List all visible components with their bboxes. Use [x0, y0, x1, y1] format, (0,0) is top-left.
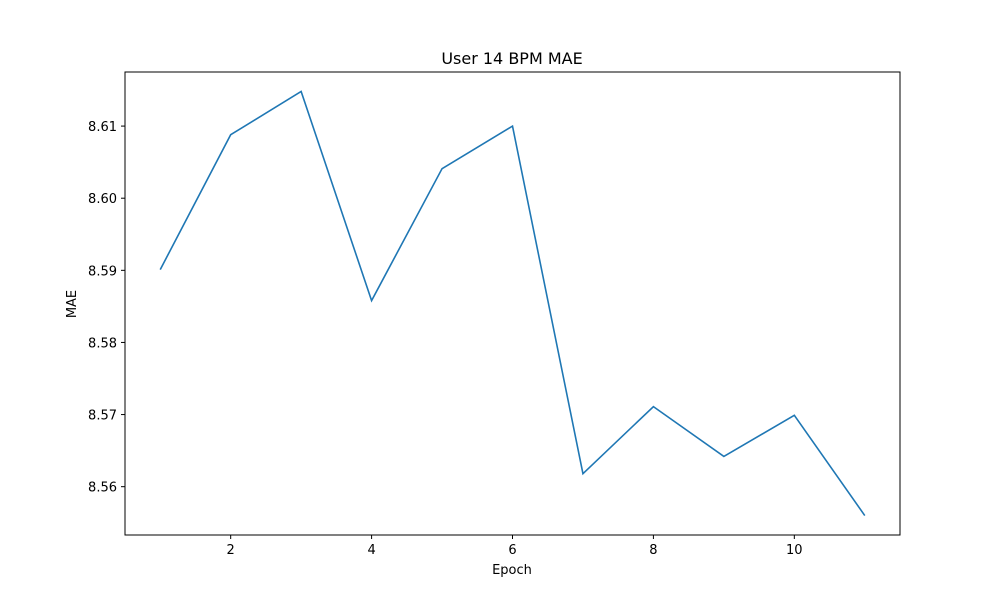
x-tick-label: 2: [227, 543, 235, 558]
y-tick-label: 8.57: [88, 409, 117, 424]
y-tick-label: 8.58: [88, 336, 117, 351]
y-axis-label: MAE: [65, 290, 80, 318]
y-tick-label: 8.61: [88, 120, 117, 135]
x-tick-label: 4: [367, 543, 375, 558]
x-axis: 2 4 6 8 10: [227, 535, 803, 558]
plot-frame: [124, 71, 901, 536]
x-tick-label: 10: [786, 543, 803, 558]
x-tick-label: 8: [649, 543, 657, 558]
x-axis-label: Epoch: [492, 563, 532, 578]
y-tick-label: 8.59: [88, 264, 117, 279]
series-line-0: [159, 90, 866, 516]
series-layer: [159, 90, 866, 516]
chart-title: User 14 BPM MAE: [441, 49, 582, 68]
x-tick-label: 6: [508, 543, 516, 558]
y-tick-label: 8.56: [88, 481, 117, 496]
y-tick-label: 8.60: [88, 192, 117, 207]
y-axis: 8.56 8.57 8.58 8.59 8.60 8.61: [88, 120, 125, 496]
